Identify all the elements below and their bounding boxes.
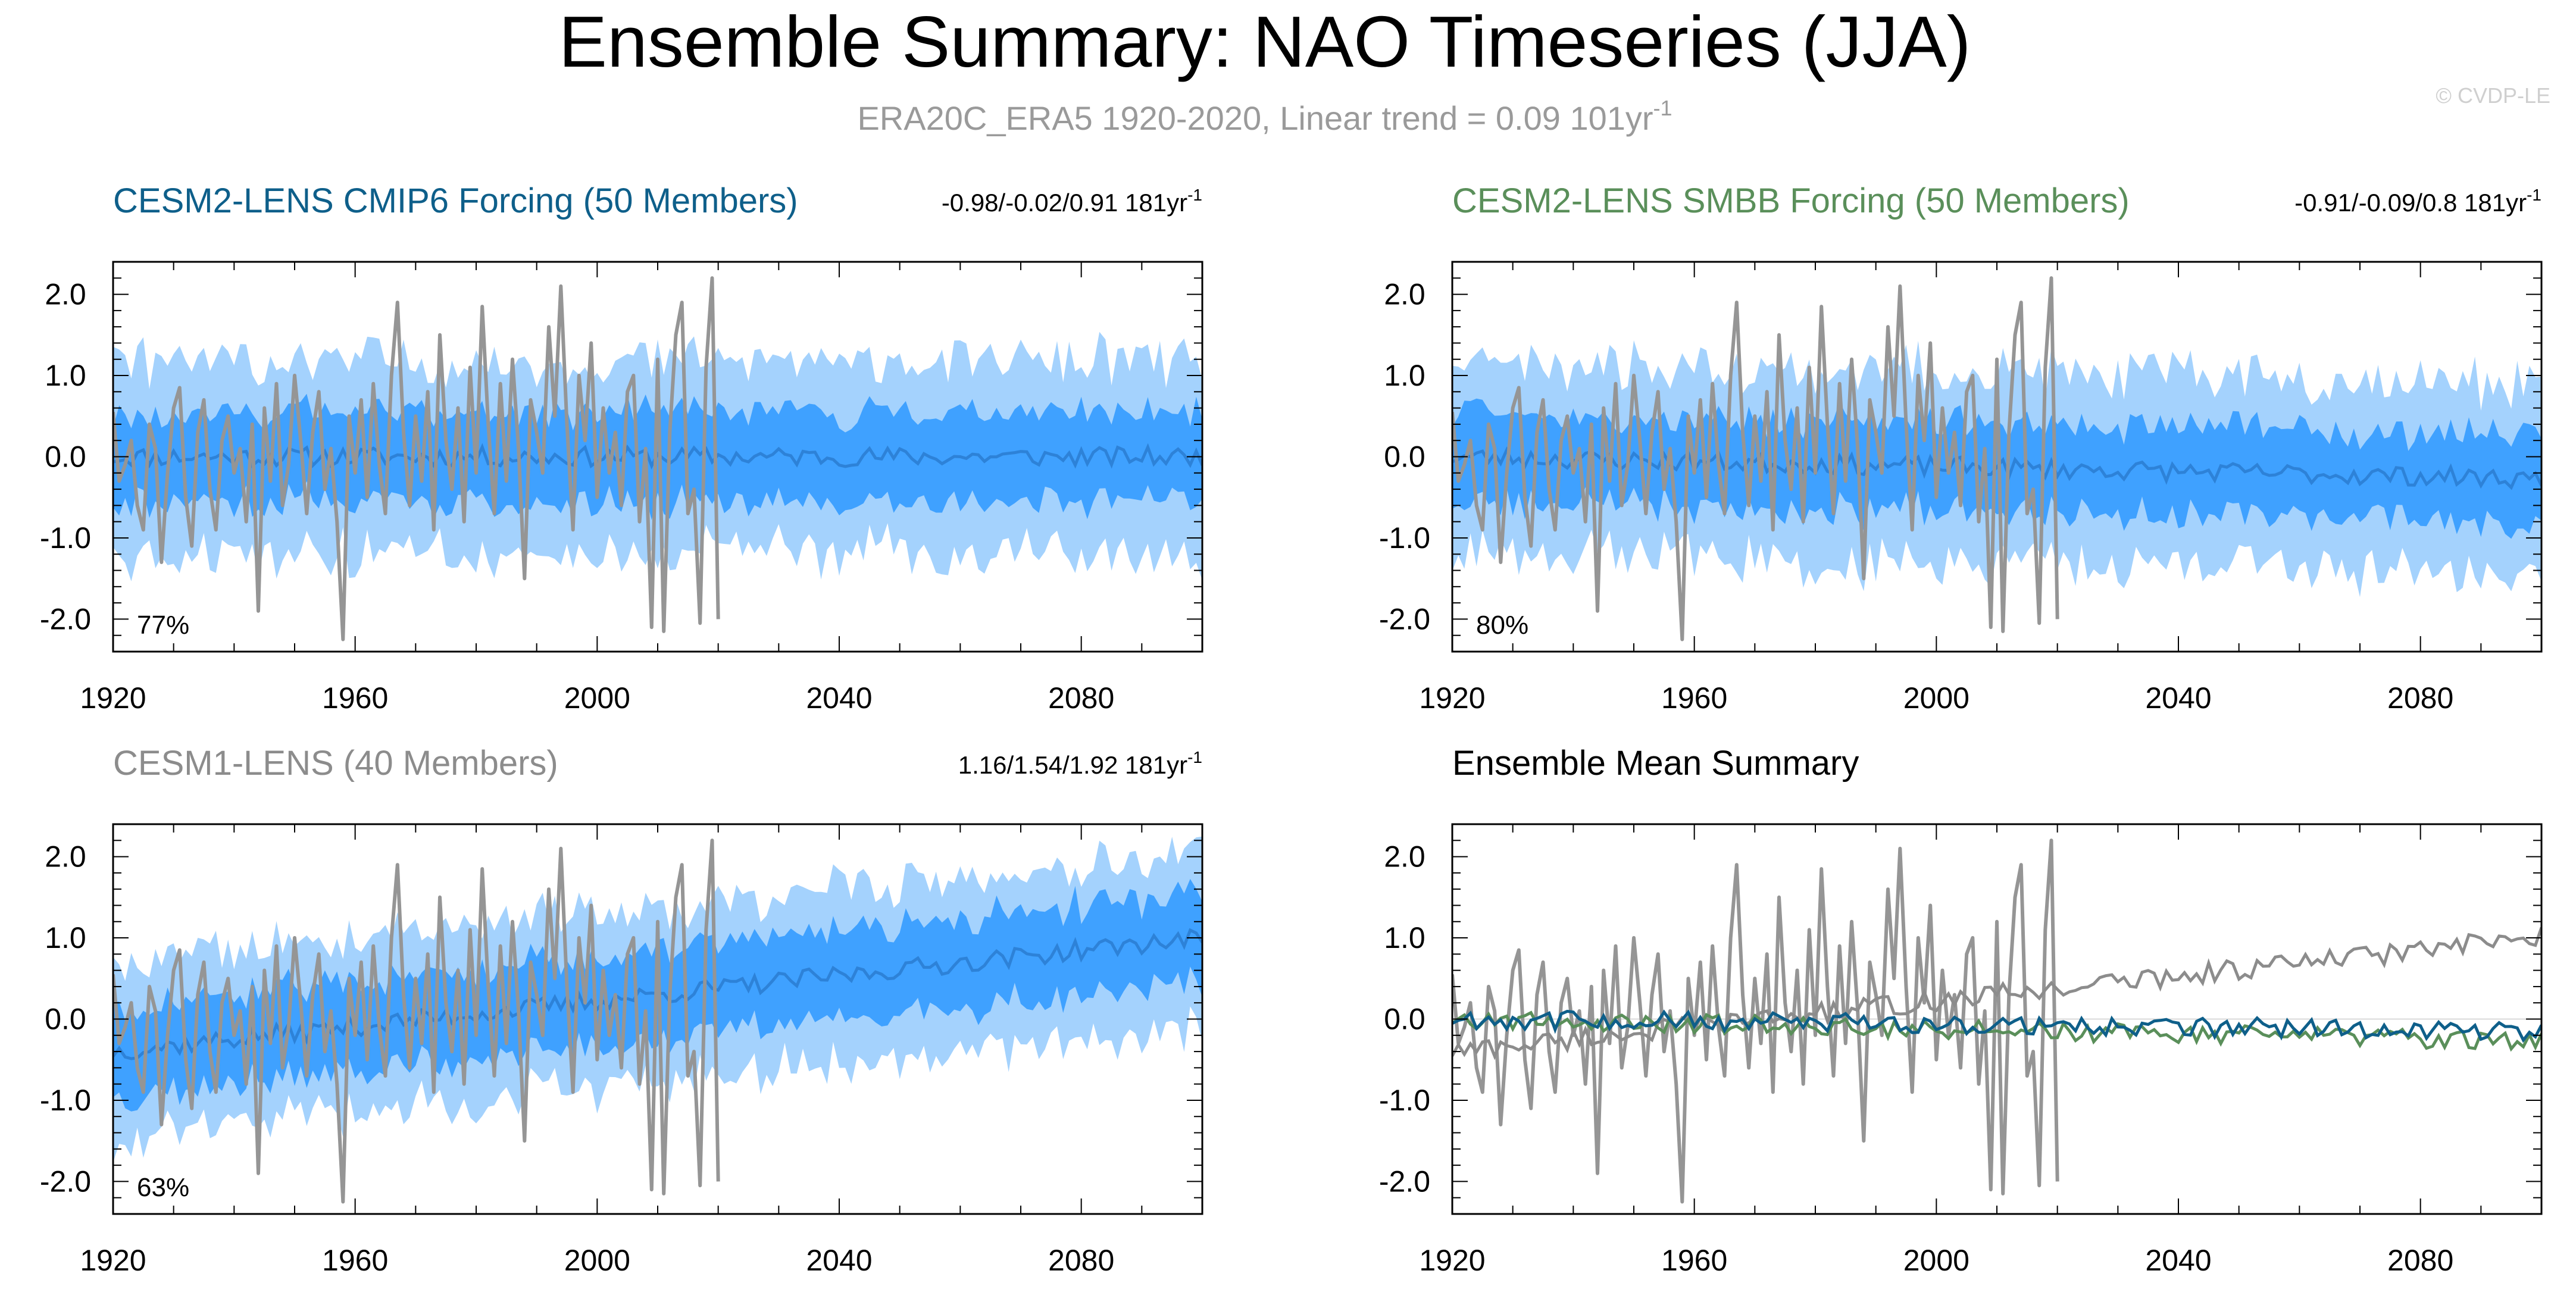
panel-title: CESM1-LENS (40 Members)	[113, 744, 558, 783]
y-tick-label: -2.0	[1379, 602, 1430, 636]
ensemble-mean-line	[1452, 446, 2541, 490]
ensemble-mean-line	[113, 443, 1202, 470]
y-tick-label: 2.0	[1384, 278, 1425, 311]
plot-area	[1452, 838, 2541, 1204]
panel-stats-sup: -1	[1187, 186, 1202, 204]
x-tick-label: 2040	[2145, 1244, 2211, 1277]
x-tick-label: 2080	[2387, 681, 2453, 715]
panel-4: Ensemble Mean Summary 1920 1960 2000 2040 208…	[1379, 744, 2543, 1277]
x-tick-label: 1920	[80, 681, 146, 715]
panel-stats: -0.91/-0.09/0.8 181yr-1	[2294, 186, 2541, 217]
x-tick-label: 2040	[806, 681, 872, 715]
x-tick-label: 2000	[564, 681, 630, 715]
panel-stats: 1.16/1.54/1.92 181yr-1	[958, 748, 1202, 779]
y-tick-label: -1.0	[40, 1084, 91, 1117]
series-line-cesm2-lens-cmip6-forcing	[1452, 1009, 2541, 1043]
panel-stats-sup: -1	[2527, 186, 2541, 204]
x-tick-label: 1920	[1419, 681, 1485, 715]
y-tick-label: 1.0	[1384, 359, 1425, 392]
y-tick-label: 2.0	[45, 278, 86, 311]
y-tick-label: 2.0	[45, 840, 86, 874]
panel-1: CESM2-LENS CMIP6 Forcing (50 Members) -0.…	[40, 181, 1203, 715]
x-tick-label: 1960	[1661, 681, 1727, 715]
y-tick-label: 1.0	[45, 921, 86, 955]
y-tick-label: 1.0	[45, 359, 86, 392]
y-tick-label: 2.0	[1384, 840, 1425, 874]
y-tick-label: -2.0	[40, 1165, 91, 1198]
panel-title: CESM2-LENS CMIP6 Forcing (50 Members)	[113, 181, 798, 220]
figure-subtitle-sup: -1	[1653, 96, 1672, 120]
plot-area	[1452, 276, 2541, 641]
panel-2: CESM2-LENS SMBB Forcing (50 Members) -0.9…	[1379, 181, 2543, 715]
x-tick-label: 1960	[322, 1244, 388, 1277]
y-tick-label: 1.0	[1384, 921, 1425, 955]
panel-title: CESM2-LENS SMBB Forcing (50 Members)	[1452, 181, 2130, 220]
x-tick-label: 1960	[1661, 1244, 1727, 1277]
series-line-cesm1-lens	[1452, 927, 2541, 1060]
panel-stats-text: -0.91/-0.09/0.8 181yr	[2294, 189, 2527, 217]
y-tick-label: -2.0	[40, 602, 91, 636]
percent-label: 80%	[1476, 611, 1528, 640]
panel-title: Ensemble Mean Summary	[1452, 744, 1859, 783]
y-tick-label: 0.0	[45, 440, 86, 474]
y-tick-label: 0.0	[1384, 1003, 1425, 1036]
x-tick-label: 2080	[1048, 681, 1114, 715]
y-tick-label: -1.0	[1379, 1084, 1430, 1117]
percent-label: 63%	[137, 1173, 189, 1202]
x-tick-label: 2040	[2145, 681, 2211, 715]
panel-stats: -0.98/-0.02/0.91 181yr-1	[942, 186, 1202, 217]
x-tick-label: 2040	[806, 1244, 872, 1277]
x-tick-label: 2000	[1903, 1244, 1969, 1277]
y-tick-label: 0.0	[1384, 440, 1425, 474]
y-tick-label: -2.0	[1379, 1165, 1430, 1198]
y-tick-label: 0.0	[45, 1003, 86, 1036]
y-tick-label: -1.0	[1379, 521, 1430, 555]
x-tick-label: 1920	[1419, 1244, 1485, 1277]
x-tick-label: 1960	[322, 681, 388, 715]
x-tick-label: 2080	[2387, 1244, 2453, 1277]
observation-line	[113, 276, 720, 641]
plot-area	[113, 836, 1202, 1204]
panel-stats-text: 1.16/1.54/1.92 181yr	[958, 751, 1187, 779]
observation-line	[113, 838, 720, 1204]
watermark: © CVDP-LE	[2436, 83, 2550, 108]
figure-subtitle-text: ERA20C_ERA5 1920-2020, Linear trend = 0.…	[857, 99, 1653, 137]
panel-stats-text: -0.98/-0.02/0.91 181yr	[942, 189, 1187, 217]
x-tick-label: 1920	[80, 1244, 146, 1277]
observation-line	[1452, 276, 2059, 641]
figure-title: Ensemble Summary: NAO Timeseries (JJA)	[559, 1, 1971, 82]
plot-area	[113, 276, 1202, 641]
panel-stats-sup: -1	[1187, 748, 1202, 766]
x-tick-label: 2080	[1048, 1244, 1114, 1277]
figure-subtitle: ERA20C_ERA5 1920-2020, Linear trend = 0.…	[857, 96, 1672, 137]
y-tick-label: -1.0	[40, 521, 91, 555]
panel-3: CESM1-LENS (40 Members) 1.16/1.54/1.92 18…	[40, 744, 1203, 1277]
panels: CESM2-LENS CMIP6 Forcing (50 Members) -0.…	[40, 181, 2543, 1277]
percent-label: 77%	[137, 611, 189, 640]
x-tick-label: 2000	[1903, 681, 1969, 715]
x-tick-label: 2000	[564, 1244, 630, 1277]
